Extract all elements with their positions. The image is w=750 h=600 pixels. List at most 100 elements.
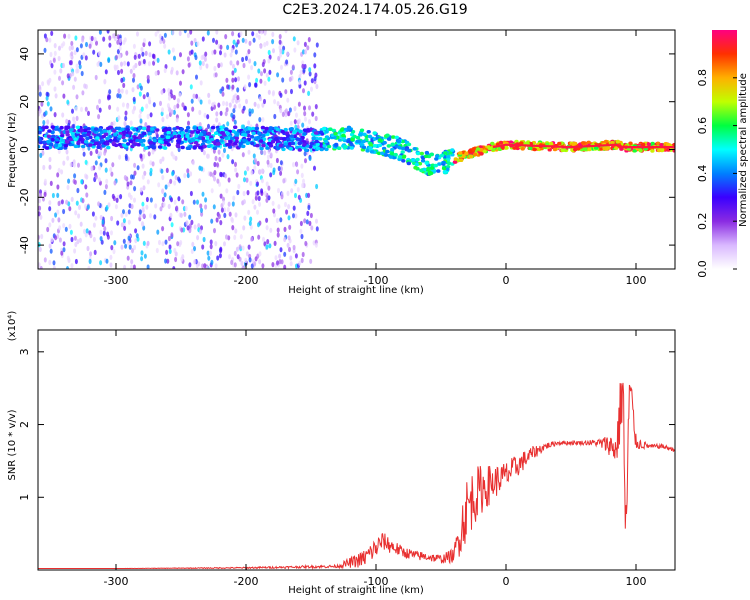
spectrogram-noise-dot bbox=[239, 31, 243, 37]
spectrogram-noise-dot bbox=[258, 117, 262, 123]
spectrogram-noise-dot bbox=[260, 178, 264, 184]
spectrogram-noise-dot bbox=[308, 105, 311, 111]
spectrogram-band-dot bbox=[125, 142, 131, 146]
spectrogram-band-dot bbox=[572, 142, 577, 146]
spectrogram-noise-dot bbox=[248, 40, 252, 46]
spectrogram-noise-dot bbox=[308, 155, 312, 161]
spectrogram-noise-dot bbox=[273, 99, 277, 105]
spectrogram-noise-dot bbox=[234, 167, 238, 173]
spectrogram-band-dot bbox=[108, 134, 113, 139]
spectrogram-noise-dot bbox=[131, 109, 135, 115]
spectrogram-band-dot bbox=[295, 137, 300, 141]
spectrogram-noise-dot bbox=[303, 41, 307, 48]
spectrogram-noise-dot bbox=[184, 205, 188, 212]
spectrogram-noise-dot bbox=[233, 250, 237, 256]
spectrogram-noise-dot bbox=[200, 207, 203, 213]
spectrogram-band-dot bbox=[133, 142, 138, 146]
spectrogram-band-dot bbox=[142, 131, 147, 136]
spectrogram-band-dot bbox=[311, 136, 316, 140]
spectrogram-noise-dot bbox=[73, 248, 77, 254]
spectrogram-noise-dot bbox=[188, 214, 192, 220]
spectrogram-band-dot bbox=[262, 130, 268, 134]
spectrogram-noise-dot bbox=[225, 101, 229, 107]
spectrogram-noise-dot bbox=[277, 187, 280, 194]
spectrogram-noise-dot bbox=[257, 222, 260, 228]
spectrogram-band-dot bbox=[96, 133, 101, 137]
spectrogram-noise-dot bbox=[188, 262, 192, 268]
colorbar-tick-label: 0.6 bbox=[696, 117, 709, 135]
spectrogram-band-dot bbox=[101, 144, 106, 148]
spectrogram-band-dot bbox=[42, 140, 47, 145]
spectrogram-band-dot bbox=[219, 131, 225, 135]
spectrogram-noise-dot bbox=[259, 78, 263, 84]
spectrogram-noise-dot bbox=[299, 220, 303, 227]
spectrogram-band-dot bbox=[224, 127, 229, 131]
spectrogram-band-dot bbox=[225, 131, 230, 136]
spectrogram-noise-dot bbox=[288, 107, 292, 113]
spectrogram-noise-dot bbox=[58, 237, 62, 243]
spectrogram-band-dot bbox=[520, 147, 525, 151]
spectrogram-noise-dot bbox=[103, 78, 107, 84]
spectrogram-band-dot bbox=[64, 140, 70, 144]
spectrogram-noise-dot bbox=[193, 259, 197, 265]
spectrogram-noise-dot bbox=[215, 30, 219, 35]
spectrogram-noise-dot bbox=[258, 169, 262, 175]
spectrogram-noise-dot bbox=[133, 162, 137, 168]
spectrogram-noise-dot bbox=[237, 76, 240, 82]
snr-x-tick-label: -200 bbox=[234, 575, 259, 588]
spectrogram-band-dot bbox=[552, 147, 558, 152]
spectrogram-noise-dot bbox=[170, 232, 174, 238]
spectrogram-noise-dot bbox=[183, 30, 187, 34]
spectrogram-noise-dot bbox=[60, 250, 64, 256]
spectrogram-band-dot bbox=[361, 145, 367, 150]
spectrogram-noise-dot bbox=[45, 91, 49, 97]
spectrogram-band-dot bbox=[38, 138, 42, 142]
spectrogram-band-dot bbox=[185, 125, 191, 130]
spectrogram-noise-dot bbox=[265, 244, 269, 250]
spectrogram-noise-dot bbox=[173, 180, 177, 186]
spectrogram-band-dot bbox=[63, 143, 69, 148]
spectrogram-noise-dot bbox=[136, 165, 140, 171]
spectrogram-noise-dot bbox=[73, 179, 77, 185]
spectrogram-noise-dot bbox=[300, 233, 304, 240]
spectrogram-noise-dot bbox=[67, 33, 71, 39]
spectrogram-noise-dot bbox=[267, 58, 271, 64]
spectrogram-band-dot bbox=[86, 127, 92, 131]
spectrogram-noise-dot bbox=[54, 212, 58, 218]
spectrogram-band-dot bbox=[323, 139, 329, 144]
spectrogram-band-dot bbox=[137, 126, 142, 131]
spectrogram-noise-dot bbox=[230, 47, 234, 53]
spectrogram-noise-dot bbox=[274, 255, 278, 261]
spectrogram-noise-dot bbox=[146, 264, 150, 269]
spectrogram-band-dot bbox=[419, 151, 424, 156]
spectrogram-noise-dot bbox=[87, 110, 90, 116]
spectrogram-noise-dot bbox=[244, 257, 248, 263]
spectrogram-noise-dot bbox=[231, 159, 235, 165]
spectrogram-noise-dot bbox=[154, 70, 158, 76]
spectrogram-noise-dot bbox=[187, 120, 190, 126]
spectrogram-band-dot bbox=[386, 137, 392, 141]
spectrogram-noise-dot bbox=[210, 218, 214, 224]
spectrogram-noise-dot bbox=[201, 263, 205, 269]
spectrogram-noise-dot bbox=[241, 56, 245, 63]
spectrogram-noise-dot bbox=[206, 114, 210, 120]
spectrogram-noise-dot bbox=[129, 68, 133, 74]
spectrogram-noise-dot bbox=[269, 162, 273, 169]
spectrogram-band-dot bbox=[190, 130, 195, 134]
spectrogram-noise-dot bbox=[139, 187, 143, 193]
spectrogram-noise-dot bbox=[217, 149, 221, 155]
spectrogram-band-dot bbox=[60, 138, 65, 143]
spectrogram-band-dot bbox=[400, 146, 406, 151]
spectrogram-noise-dot bbox=[110, 171, 114, 177]
spectrogram-noise-dot bbox=[112, 120, 116, 126]
spectrogram-band-dot bbox=[184, 129, 189, 133]
spectrogram-noise-dot bbox=[198, 178, 202, 184]
spectrogram-band-dot bbox=[135, 138, 140, 143]
spectrogram-band-dot bbox=[175, 143, 180, 148]
spectrogram-noise-dot bbox=[186, 225, 190, 231]
spectrogram-noise-dot bbox=[57, 148, 61, 154]
spectrogram-noise-dot bbox=[62, 247, 66, 253]
spectrogram-noise-dot bbox=[134, 228, 138, 234]
spectrogram-noise-dot bbox=[138, 209, 142, 215]
spectrogram-noise-dot bbox=[153, 214, 157, 220]
